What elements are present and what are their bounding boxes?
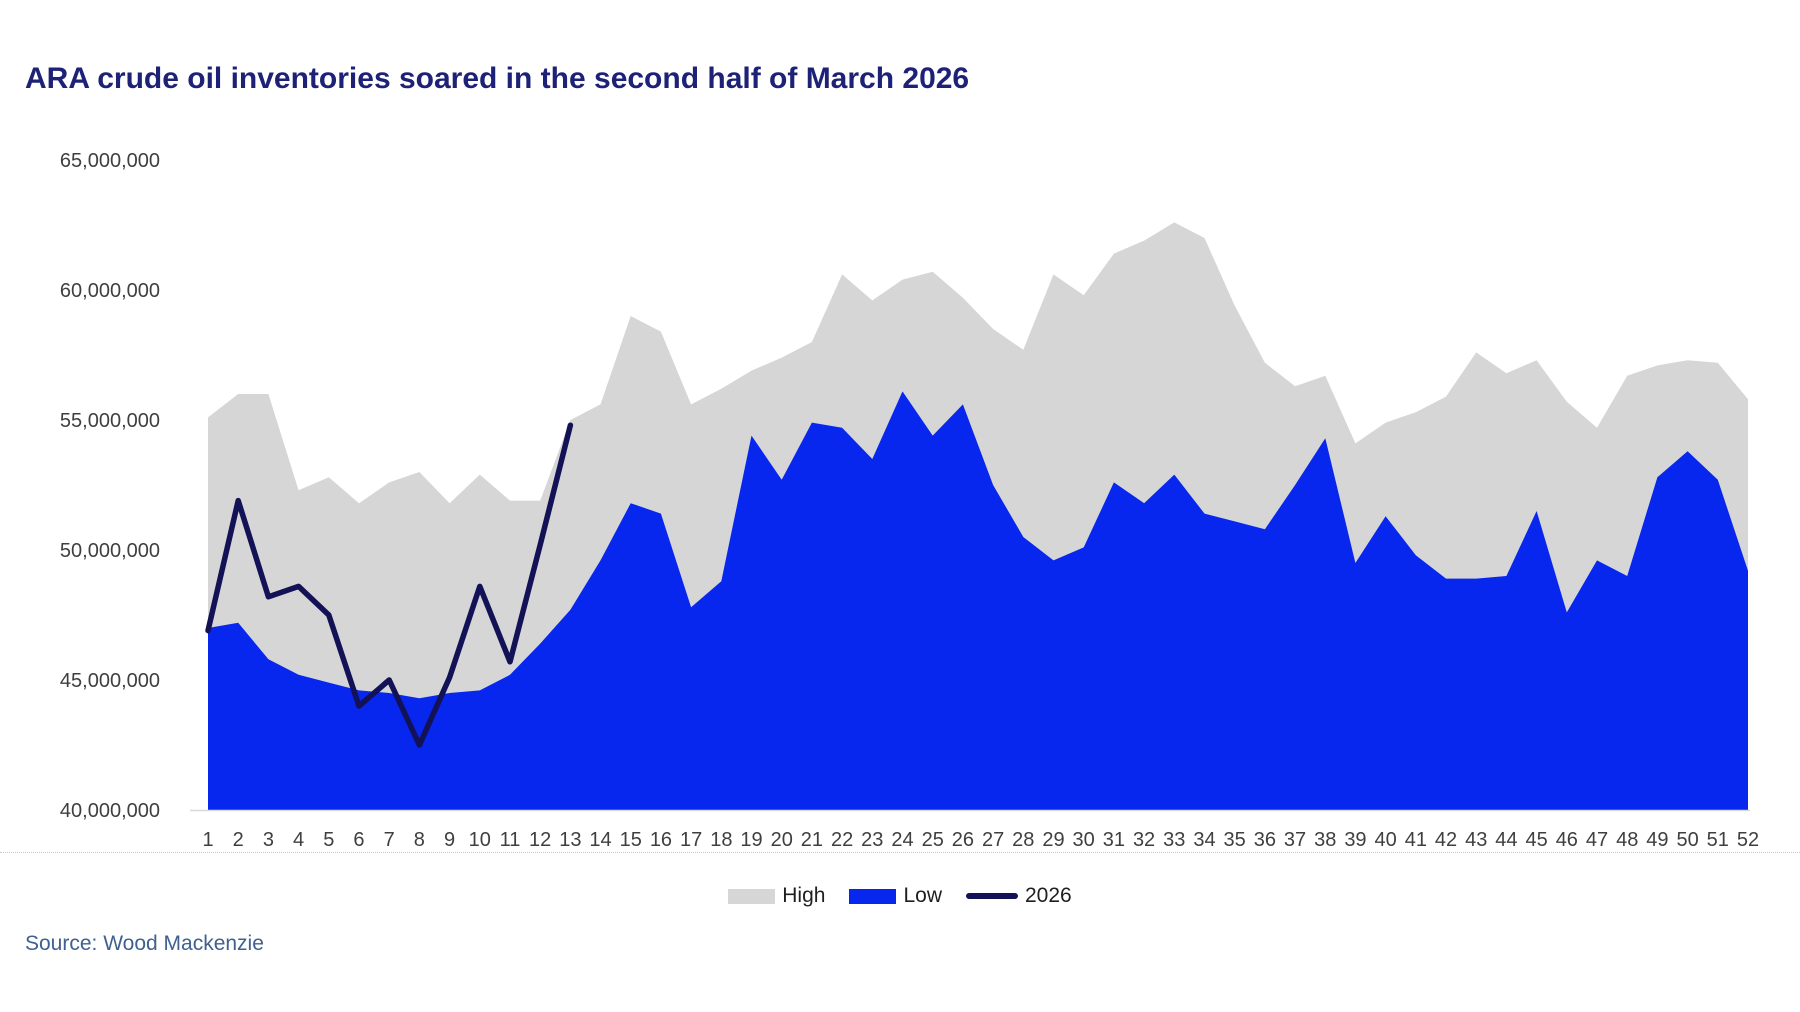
- x-tick-label: 40: [1375, 829, 1397, 851]
- legend-label-high: High: [782, 884, 826, 907]
- x-tick-label: 26: [952, 829, 974, 851]
- x-tick-label: 5: [323, 829, 334, 851]
- y-tick-label: 65,000,000: [60, 150, 160, 172]
- x-tick-label: 7: [384, 829, 395, 851]
- x-tick-label: 28: [1012, 829, 1034, 851]
- x-tick-label: 33: [1163, 829, 1185, 851]
- x-tick-label: 50: [1676, 829, 1698, 851]
- line-2026-swatch-icon: [966, 893, 1018, 899]
- x-tick-label: 14: [589, 829, 611, 851]
- source-note: Source: Wood Mackenzie: [25, 932, 264, 955]
- x-tick-label: 12: [529, 829, 551, 851]
- y-tick-label: 45,000,000: [60, 670, 160, 692]
- x-tick-label: 37: [1284, 829, 1306, 851]
- x-tick-label: 30: [1073, 829, 1095, 851]
- x-tick-label: 21: [801, 829, 823, 851]
- legend-label-2026: 2026: [1025, 884, 1072, 907]
- line-2026-series: [205, 422, 574, 748]
- low-swatch-icon: [849, 888, 897, 904]
- page-title: ARA crude oil inventories soared in the …: [25, 62, 970, 95]
- legend-item-high: High: [728, 884, 825, 908]
- y-axis: 65,000,000 60,000,000 55,000,000 50,000,000…: [60, 150, 160, 822]
- x-tick-label: 47: [1586, 829, 1608, 851]
- x-tick-label: 20: [771, 829, 793, 851]
- x-tick-label: 2: [233, 829, 244, 851]
- x-tick-label: 1: [202, 829, 213, 851]
- x-tick-label: 17: [680, 829, 702, 851]
- x-tick-label: 46: [1556, 829, 1578, 851]
- high-swatch-icon: [728, 888, 776, 904]
- x-tick-label: 36: [1254, 829, 1276, 851]
- y-tick-label: 40,000,000: [60, 800, 160, 822]
- x-tick-label: 19: [740, 829, 762, 851]
- x-tick-label: 11: [500, 829, 521, 851]
- x-tick-label: 48: [1616, 829, 1638, 851]
- x-tick-label: 25: [922, 829, 944, 851]
- x-tick-label: 35: [1224, 829, 1246, 851]
- x-tick-label: 52: [1737, 829, 1759, 851]
- x-tick-label: 18: [710, 829, 732, 851]
- legend-item-2026: 2026: [966, 884, 1072, 908]
- x-tick-label: 34: [1193, 829, 1215, 851]
- x-tick-label: 10: [469, 829, 491, 851]
- x-tick-label: 6: [353, 829, 364, 851]
- x-tick-label: 42: [1435, 829, 1457, 851]
- inventory-chart: 65,000,000 60,000,000 55,000,000 50,000,000…: [60, 150, 1759, 851]
- legend-item-low: Low: [849, 884, 942, 908]
- y-tick-label: 50,000,000: [60, 540, 160, 562]
- x-tick-label: 8: [414, 829, 425, 851]
- y-tick-label: 55,000,000: [60, 410, 160, 432]
- x-tick-label: 13: [559, 829, 581, 851]
- x-axis: 1 2 3 4 5 6 7 8 9 10 11 12 13 14 15 16 17 18 19 20 21 22 23 24 2…: [202, 829, 1759, 851]
- y-tick-label: 60,000,000: [60, 280, 160, 302]
- low-area-series: [208, 391, 1748, 810]
- x-tick-label: 23: [861, 829, 883, 851]
- x-tick-label: 9: [444, 829, 455, 851]
- x-tick-label: 15: [620, 829, 642, 851]
- x-tick-label: 31: [1103, 829, 1125, 851]
- x-tick-label: 51: [1707, 829, 1729, 851]
- x-tick-label: 38: [1314, 829, 1336, 851]
- x-tick-label: 4: [293, 829, 304, 851]
- x-tick-label: 27: [982, 829, 1004, 851]
- x-tick-label: 24: [891, 829, 913, 851]
- x-tick-label: 39: [1344, 829, 1366, 851]
- x-tick-label: 29: [1042, 829, 1064, 851]
- x-tick-label: 22: [831, 829, 853, 851]
- x-tick-label: 32: [1133, 829, 1155, 851]
- x-tick-label: 43: [1465, 829, 1487, 851]
- x-tick-label: 41: [1405, 829, 1427, 851]
- x-tick-label: 49: [1646, 829, 1668, 851]
- x-tick-label: 44: [1495, 829, 1517, 851]
- x-tick-label: 45: [1525, 829, 1547, 851]
- legend-label-low: Low: [903, 884, 942, 907]
- x-tick-label: 3: [263, 829, 274, 851]
- divider-rule: [0, 852, 1800, 853]
- chart-legend: High Low 2026: [0, 884, 1800, 908]
- x-tick-label: 16: [650, 829, 672, 851]
